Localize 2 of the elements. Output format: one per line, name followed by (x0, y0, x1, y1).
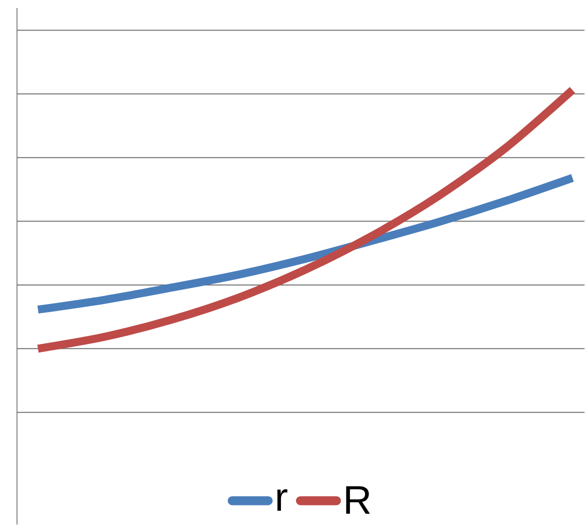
legend-label: R (346, 486, 370, 514)
legend-label: r (277, 489, 288, 511)
